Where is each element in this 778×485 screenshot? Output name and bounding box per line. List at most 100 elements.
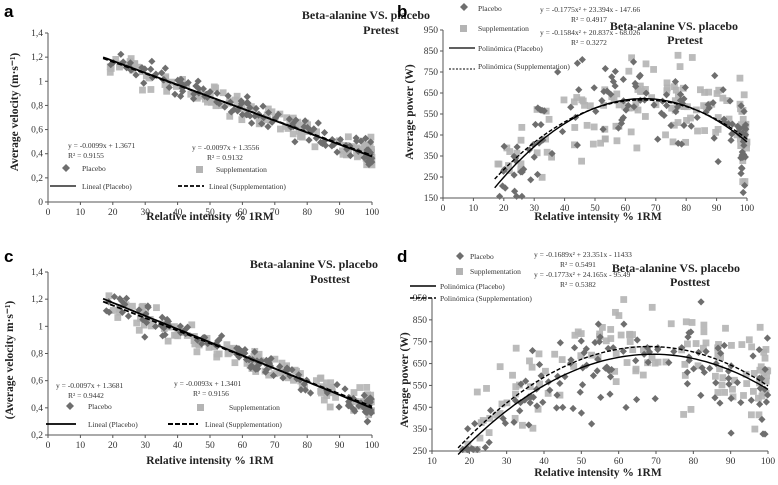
- point-supplementation: [641, 113, 649, 120]
- point-placebo: [606, 390, 614, 398]
- point-supplementation: [105, 292, 113, 300]
- point-placebo: [604, 344, 612, 353]
- point-placebo: [464, 425, 472, 433]
- point-placebo: [346, 152, 355, 160]
- r2-placebo: R² = 0.9155: [68, 151, 104, 160]
- point-placebo: [320, 137, 329, 145]
- point-placebo: [177, 75, 185, 83]
- point-placebo: [739, 188, 747, 197]
- point-placebo: [552, 404, 561, 412]
- point-placebo: [714, 344, 722, 352]
- point-supplementation: [612, 350, 620, 357]
- point-placebo: [317, 138, 325, 146]
- point-placebo: [152, 70, 160, 78]
- point-placebo: [141, 333, 149, 341]
- point-supplementation: [627, 128, 635, 136]
- point-placebo: [710, 134, 718, 142]
- point-placebo: [297, 386, 305, 394]
- point-placebo: [314, 119, 322, 127]
- point-placebo: [728, 120, 736, 128]
- point-supplementation: [518, 421, 526, 429]
- point-placebo: [567, 103, 575, 111]
- point-supplementation: [621, 102, 629, 110]
- point-placebo: [124, 312, 133, 320]
- point-supplementation: [350, 389, 358, 396]
- point-placebo: [512, 192, 521, 200]
- point-supplementation: [687, 114, 694, 122]
- point-placebo: [683, 380, 692, 388]
- y-tick-label: 0,2: [31, 431, 43, 441]
- point-placebo: [363, 418, 371, 426]
- point-placebo: [312, 134, 320, 142]
- point-placebo: [527, 176, 535, 184]
- point-supplementation: [513, 149, 521, 157]
- point-supplementation: [747, 411, 755, 419]
- point-placebo: [727, 394, 735, 403]
- point-placebo: [105, 308, 113, 316]
- point-supplementation: [114, 314, 122, 321]
- point-supplementation: [694, 127, 701, 135]
- point-supplementation: [739, 178, 747, 186]
- y-tick-label: 0,6: [31, 126, 43, 136]
- point-supplementation: [632, 99, 640, 107]
- legend-supplementation: Supplementation: [470, 267, 521, 276]
- point-supplementation: [172, 83, 180, 90]
- x-tick-label: 10: [76, 208, 86, 218]
- point-supplementation: [682, 318, 690, 326]
- point-placebo: [165, 83, 173, 92]
- point-placebo: [657, 109, 666, 117]
- point-placebo: [518, 192, 526, 200]
- point-placebo: [366, 158, 374, 167]
- trend-lines: [457, 345, 769, 455]
- point-placebo: [525, 421, 533, 429]
- point-placebo: [498, 182, 507, 190]
- point-placebo: [531, 120, 540, 129]
- point-placebo: [644, 358, 652, 366]
- point-placebo: [662, 91, 671, 99]
- point-supplementation: [317, 374, 325, 382]
- point-placebo: [189, 95, 198, 103]
- point-placebo: [726, 97, 734, 105]
- point-placebo: [714, 157, 722, 166]
- point-supplementation: [681, 372, 689, 379]
- point-supplementation: [338, 147, 346, 155]
- data-points: [494, 51, 751, 200]
- point-supplementation: [542, 135, 550, 143]
- point-placebo: [463, 445, 471, 454]
- x-tick-label: 0: [46, 208, 51, 218]
- point-supplementation: [560, 96, 568, 104]
- point-supplementation: [327, 379, 335, 387]
- y-tick-label: 0,4: [31, 404, 43, 414]
- point-supplementation: [367, 133, 375, 141]
- r2-supplementation: R² = 0.9132: [207, 153, 243, 162]
- legend-fit-placebo: Polinómica (Placebo): [440, 282, 505, 291]
- panel-b: b Beta-alanine VS. placebo Pretest 0 10 20…: [397, 2, 754, 223]
- point-supplementation: [544, 389, 552, 397]
- point-placebo: [561, 373, 569, 381]
- point-placebo: [738, 148, 746, 156]
- point-supplementation: [295, 127, 303, 135]
- point-placebo: [704, 101, 712, 109]
- y-tick-label: 1,4: [31, 268, 43, 278]
- chart-title: Beta-alanine VS. placebo: [302, 8, 430, 22]
- point-placebo: [761, 365, 769, 374]
- point-placebo: [526, 399, 534, 407]
- legend-placebo: Placebo: [82, 164, 106, 173]
- point-placebo: [243, 99, 251, 107]
- point-supplementation: [714, 114, 722, 121]
- point-supplementation: [714, 389, 722, 396]
- legend-fit-supplementation: Lineal (Supplementation): [209, 182, 286, 191]
- point-supplementation: [713, 90, 721, 97]
- point-placebo: [717, 349, 725, 357]
- point-supplementation: [759, 388, 767, 396]
- x-tick-label: 30: [140, 441, 150, 451]
- point-placebo: [183, 323, 192, 331]
- point-supplementation: [756, 323, 764, 331]
- point-supplementation: [626, 338, 634, 345]
- point-placebo: [525, 393, 533, 401]
- point-placebo: [158, 313, 166, 322]
- point-supplementation: [215, 350, 223, 358]
- point-placebo: [677, 140, 686, 148]
- x-tick-label: 30: [140, 208, 150, 218]
- point-placebo: [741, 181, 749, 190]
